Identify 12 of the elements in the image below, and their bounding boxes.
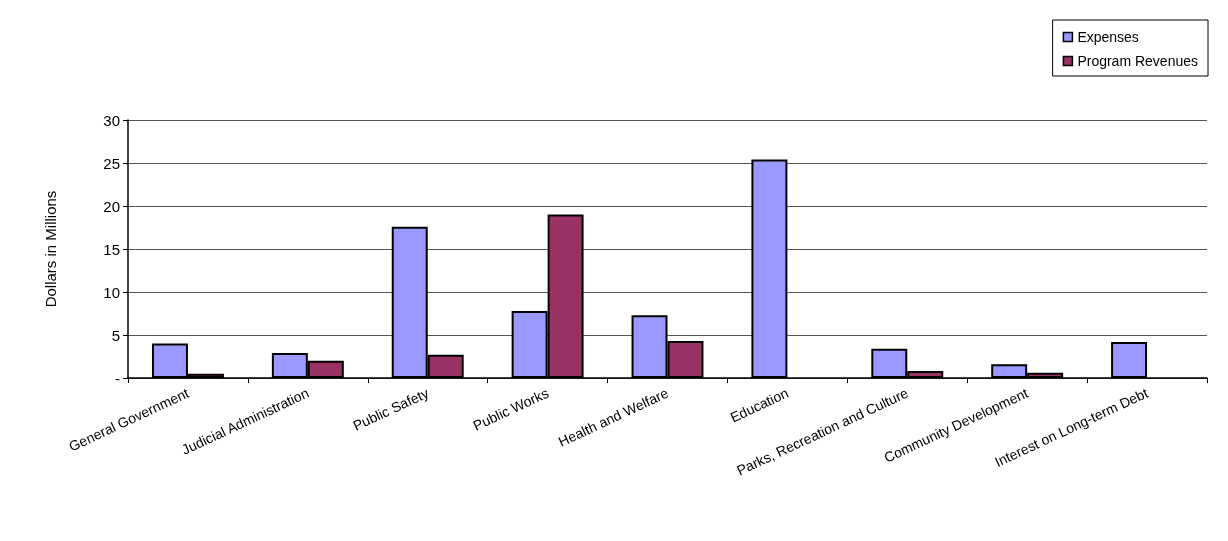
x-tick-label: Public Works [470,384,551,434]
y-axis-title: Dollars in Millions [42,190,59,308]
y-tick-label: 30 [103,111,120,129]
legend-label: Expenses [1077,29,1139,45]
y-tick-label: 25 [103,154,120,172]
legend-label: Program Revenues [1077,53,1199,69]
y-tick-label: 10 [103,283,120,301]
y-tick-label: 15 [103,240,120,258]
x-tick-label: Public Safety [350,384,432,434]
y-tick-label: - [115,369,120,387]
y-tick-label: 5 [111,326,120,344]
y-tick-label: 20 [103,197,120,215]
